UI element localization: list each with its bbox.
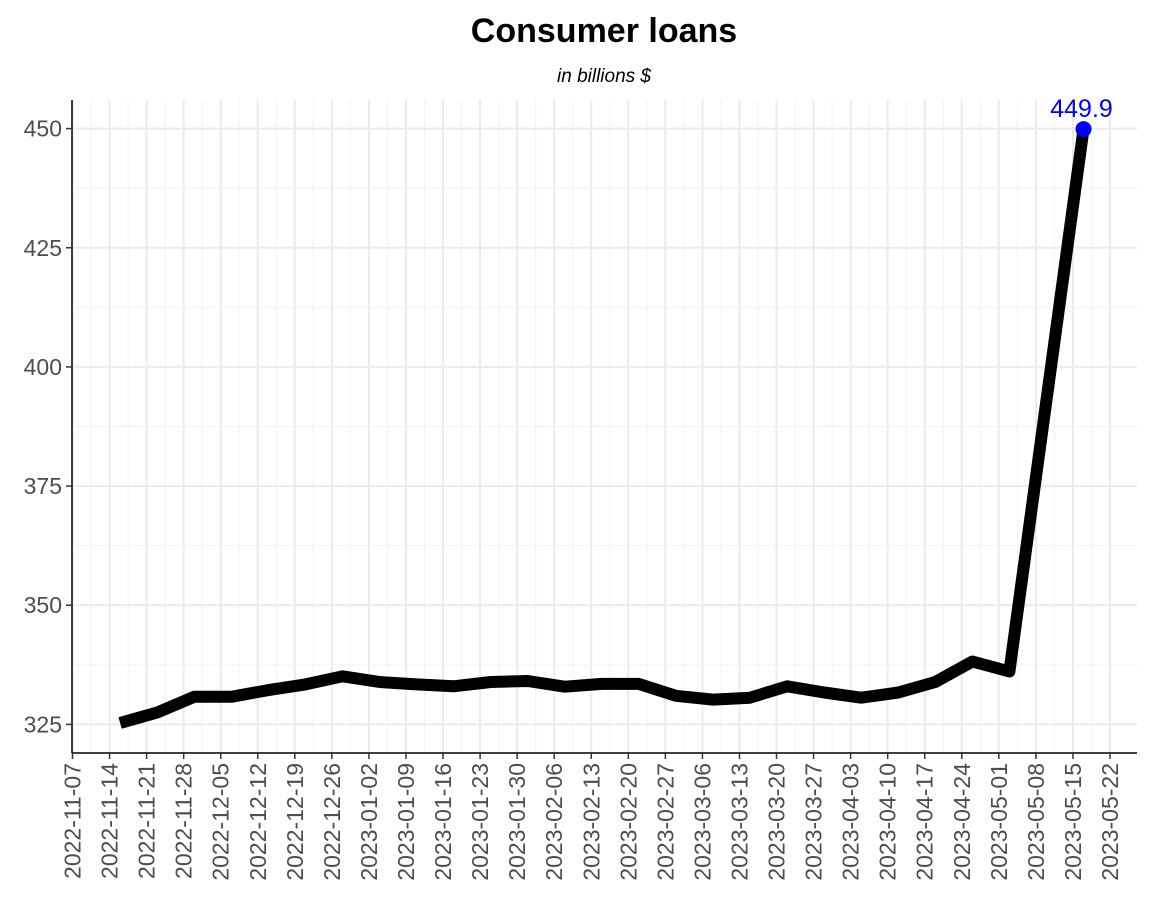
x-tick-label: 2023-01-16 <box>430 763 456 881</box>
x-tick-label: 2023-03-13 <box>726 763 752 881</box>
x-tick-label: 2023-02-27 <box>652 763 678 881</box>
x-tick-label: 2022-11-07 <box>60 763 86 879</box>
chart-title: Consumer loans <box>471 12 737 50</box>
x-tick-label: 2023-04-24 <box>949 763 975 881</box>
y-tick-label: 350 <box>24 592 62 618</box>
x-tick-label: 2022-12-12 <box>245 763 271 881</box>
labels-layer: 449.9 <box>1050 95 1113 123</box>
x-tick-label: 2023-02-06 <box>541 763 567 881</box>
axes: 325 350 375 400 425 450 2022-11-07 2022-11-14 20… <box>24 100 1137 881</box>
x-tick-label: 2023-02-13 <box>578 763 604 881</box>
y-tick-label: 400 <box>24 354 62 380</box>
series-line <box>118 128 1090 729</box>
x-tick-label: 2023-04-10 <box>875 763 901 881</box>
x-tick-label: 2023-04-03 <box>838 763 864 881</box>
x-tick-label: 2023-05-22 <box>1097 763 1123 881</box>
x-tick-label: 2023-03-27 <box>801 763 827 881</box>
gridlines <box>71 100 1137 753</box>
x-tick-label: 2022-12-26 <box>319 763 345 881</box>
x-tick-label: 2022-12-05 <box>208 763 234 881</box>
x-tick-label: 2023-01-09 <box>393 763 419 881</box>
x-tick-label: 2023-05-08 <box>1023 763 1049 881</box>
x-tick-label: 2022-11-21 <box>134 763 160 879</box>
x-tick-label: 2023-03-06 <box>689 763 715 881</box>
x-tick-label: 2023-03-20 <box>764 763 790 881</box>
y-tick-label: 375 <box>24 473 62 499</box>
y-tick-label: 425 <box>24 235 62 261</box>
data-label: 449.9 <box>1050 95 1113 123</box>
x-tick-label: 2022-11-28 <box>171 763 197 879</box>
x-tick-label: 2023-01-23 <box>467 763 493 881</box>
chart-subtitle: in billions $ <box>557 66 651 87</box>
x-tick-label: 2023-01-02 <box>356 763 382 881</box>
x-tick-label: 2023-04-17 <box>912 763 938 881</box>
x-tick-label: 2023-05-15 <box>1060 763 1086 881</box>
x-tick-label: 2022-11-14 <box>97 763 123 879</box>
plot-area: 325 350 375 400 425 450 2022-11-07 2022-11-14 20… <box>24 95 1137 881</box>
y-tick-label: 450 <box>24 116 62 142</box>
highlight-point <box>1075 121 1092 138</box>
x-tick-label: 2023-01-30 <box>504 763 530 881</box>
x-tick-label: 2023-02-20 <box>615 763 641 881</box>
x-tick-label: 2023-05-01 <box>986 763 1012 881</box>
series-layer <box>118 121 1092 729</box>
y-tick-label: 325 <box>24 711 62 737</box>
x-tick-label: 2022-12-19 <box>282 763 308 881</box>
